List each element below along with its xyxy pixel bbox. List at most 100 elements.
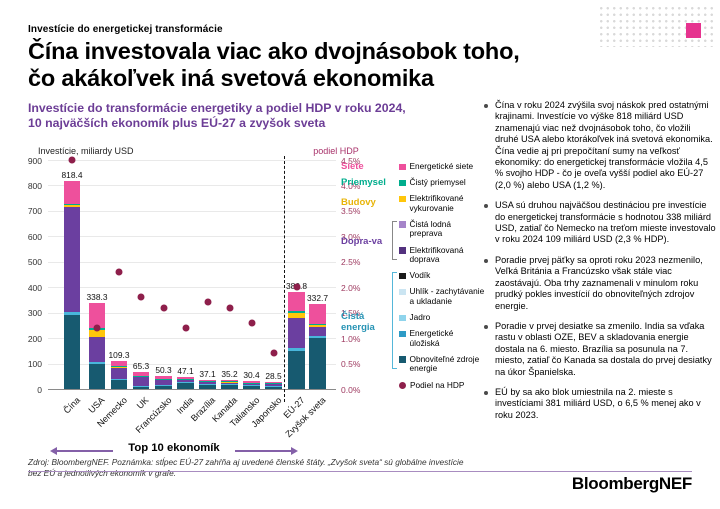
bar-segment <box>177 381 194 383</box>
gridline <box>48 185 336 187</box>
bar-total-label: 37.1 <box>199 368 216 379</box>
legend-group-label: Čistá energia <box>341 311 375 333</box>
chart-subtitle: Investície do transformácie energetiky a… <box>28 101 406 131</box>
legend-swatch-icon <box>399 330 406 338</box>
y-tick-label: 300 <box>27 308 42 319</box>
bar-segment <box>177 382 194 389</box>
bullet-text: Čína v roku 2024 zvýšila svoj náskok pre… <box>495 100 713 190</box>
bullet-item: Čína v roku 2024 zvýšila svoj náskok pre… <box>484 100 716 191</box>
gdp-share-dot <box>248 319 255 327</box>
bullet-list: Čína v roku 2024 zvýšila svoj náskok pre… <box>484 100 716 430</box>
legend-item-label: Obnoviteľné zdroje energie <box>409 353 480 374</box>
y-tick-label: 200 <box>27 333 42 344</box>
right-tick-label: 0.5% <box>341 359 361 370</box>
left-axis-title: Investície, miliardy USD <box>38 146 134 156</box>
right-axis-title: podiel HDP <box>313 146 359 156</box>
bar-segment <box>199 379 216 382</box>
y-tick-label: 0 <box>37 384 42 395</box>
bar-segment <box>288 312 305 318</box>
bar-segment <box>132 386 150 389</box>
gdp-share-dot <box>226 304 233 312</box>
bar-segment <box>155 379 172 386</box>
bar-segment <box>63 315 81 389</box>
legend-item: Energetické siete <box>399 161 485 172</box>
legend-swatch-icon <box>399 179 406 187</box>
bar-segment <box>265 382 282 384</box>
arrow-line-right <box>235 450 291 452</box>
legend-swatch-icon <box>399 221 406 228</box>
gridline <box>48 210 336 212</box>
bar-segment <box>155 385 172 386</box>
bar-segment <box>288 310 305 313</box>
bar-segment <box>155 378 172 380</box>
legend-item: Elektrifikované vykurovanie <box>399 193 485 213</box>
gdp-share-dot <box>182 324 189 332</box>
legend-item: Energetické úložiská <box>399 328 485 348</box>
y-tick-label: 600 <box>27 231 42 242</box>
bar-segment <box>221 384 238 385</box>
gdp-share-dot <box>115 268 123 276</box>
bar-total-label: 50.3 <box>155 365 172 376</box>
legend-item-label: Uhlík - zachytávanie a ukladanie <box>409 286 485 306</box>
bar-total-label: 65.3 <box>132 361 150 372</box>
bar-segment <box>177 377 194 380</box>
legend-item: Elektrifikovaná doprava <box>399 245 485 265</box>
legend-item-label: Jadro <box>409 312 431 323</box>
bar-segment <box>199 384 216 389</box>
bar-segment <box>288 317 305 349</box>
bar-segment <box>110 378 128 380</box>
legend-item: Podiel na HDP <box>399 380 485 391</box>
gridline <box>48 389 336 390</box>
bar-total-label: 332.7 <box>307 293 328 304</box>
legend-swatch-icon <box>399 247 406 254</box>
bar-total-label: 28.5 <box>265 370 282 381</box>
chart-legend: Energetické siete Čistý priemysel Elektrif… <box>339 161 489 397</box>
right-tick-label: 4.0% <box>341 180 361 191</box>
y-tick-label: 900 <box>27 155 42 166</box>
bar-segment <box>63 180 81 204</box>
legend-item-label: Energetické úložiská <box>409 328 454 348</box>
bullet-marker-icon <box>484 104 488 108</box>
page-title: Čína investovala viac ako dvojnásobok to… <box>28 38 520 92</box>
footer-divider <box>28 471 692 472</box>
bar-segment <box>110 366 128 367</box>
page-title-line1: Čína investovala viac ako dvojnásobok to… <box>28 38 520 64</box>
bar-total-label: 818.4 <box>61 169 83 180</box>
legend-swatch-icon <box>399 356 406 363</box>
bar-segment <box>88 361 106 365</box>
legend-item-label: Čistý priemysel <box>409 177 466 188</box>
gridline <box>48 363 336 365</box>
bar-segment <box>110 366 128 368</box>
gridline <box>48 287 336 289</box>
x-tick-label: Čína <box>61 395 83 416</box>
legend-item: Vodík <box>399 271 485 281</box>
bullet-text: EÚ by sa ako blok umiestnila na 2. miest… <box>495 386 701 420</box>
legend-swatch-icon <box>399 314 406 322</box>
bar-segment <box>88 337 106 362</box>
gdp-share-dot <box>137 293 145 301</box>
bullet-item: EÚ by sa ako blok umiestnila na 2. miest… <box>484 387 716 421</box>
bullet-marker-icon <box>484 324 488 329</box>
source-note: Zdroj: BloombergNEF. Poznámka: stĺpec EÚ… <box>28 457 464 478</box>
bar-segment <box>243 385 260 389</box>
bar-segment <box>88 302 106 329</box>
bar-segment <box>63 205 81 207</box>
bar-segment <box>309 323 326 325</box>
bar-segment <box>309 324 326 327</box>
bar-segment <box>265 385 282 389</box>
bar-segment <box>243 383 260 386</box>
legend-group-bracket <box>392 221 397 260</box>
bullet-marker-icon <box>484 204 488 209</box>
bullet-text: USA sú druhou najväčšou destináciou pre … <box>495 200 716 245</box>
bar-segment <box>243 382 260 384</box>
bar-segment <box>265 383 282 386</box>
gridline <box>48 160 336 161</box>
bar-total-label: 109.3 <box>108 350 130 361</box>
right-tick-label: 3.5% <box>341 206 361 217</box>
bar-segment <box>88 330 106 338</box>
bar-total-label: 35.2 <box>221 369 238 380</box>
arrow-head-left-icon <box>50 447 57 455</box>
legend-item: Uhlík - zachytávanie a ukladanie <box>399 286 485 306</box>
